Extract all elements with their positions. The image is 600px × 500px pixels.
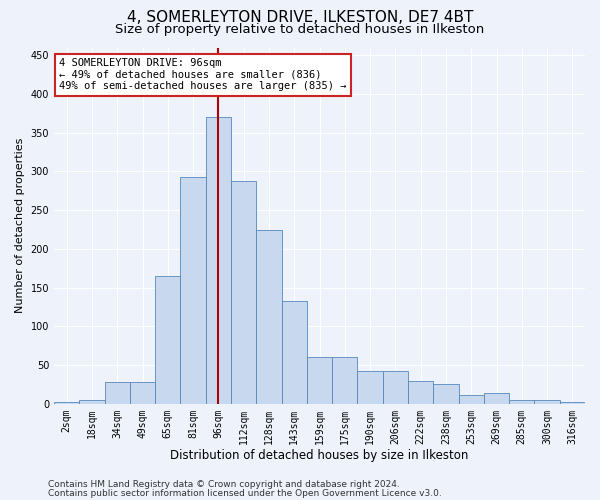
Bar xyxy=(433,384,458,404)
Bar xyxy=(383,372,408,404)
Bar xyxy=(484,393,509,404)
Bar xyxy=(256,230,281,404)
Bar xyxy=(54,402,79,404)
Bar xyxy=(206,117,231,404)
Text: Contains HM Land Registry data © Crown copyright and database right 2024.: Contains HM Land Registry data © Crown c… xyxy=(48,480,400,489)
Text: Size of property relative to detached houses in Ilkeston: Size of property relative to detached ho… xyxy=(115,22,485,36)
Bar xyxy=(130,382,155,404)
Bar xyxy=(560,402,585,404)
Y-axis label: Number of detached properties: Number of detached properties xyxy=(15,138,25,314)
Text: Contains public sector information licensed under the Open Government Licence v3: Contains public sector information licen… xyxy=(48,488,442,498)
Bar xyxy=(458,394,484,404)
X-axis label: Distribution of detached houses by size in Ilkeston: Distribution of detached houses by size … xyxy=(170,450,469,462)
Bar xyxy=(332,358,358,404)
Bar xyxy=(307,358,332,404)
Bar xyxy=(358,372,383,404)
Bar xyxy=(231,180,256,404)
Text: 4 SOMERLEYTON DRIVE: 96sqm
← 49% of detached houses are smaller (836)
49% of sem: 4 SOMERLEYTON DRIVE: 96sqm ← 49% of deta… xyxy=(59,58,347,92)
Bar xyxy=(408,380,433,404)
Bar xyxy=(509,400,535,404)
Bar xyxy=(104,382,130,404)
Bar xyxy=(155,276,181,404)
Bar xyxy=(281,301,307,404)
Bar xyxy=(181,177,206,404)
Text: 4, SOMERLEYTON DRIVE, ILKESTON, DE7 4BT: 4, SOMERLEYTON DRIVE, ILKESTON, DE7 4BT xyxy=(127,10,473,25)
Bar xyxy=(79,400,104,404)
Bar xyxy=(535,400,560,404)
